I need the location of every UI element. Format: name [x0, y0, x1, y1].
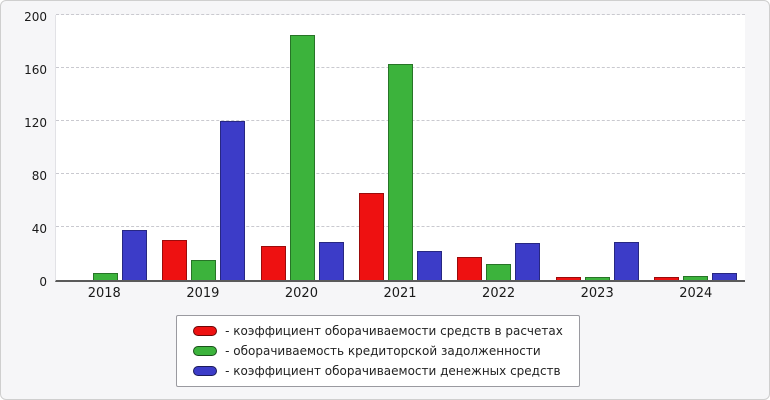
bar-2020-series-2	[318, 242, 344, 280]
legend-label: - коэффициент оборачиваемости средств в …	[225, 324, 563, 338]
bar-2024-series-2	[712, 273, 738, 280]
x-tick-label: 2023	[580, 286, 614, 301]
x-tick-label: 2018	[87, 286, 121, 301]
y-tick-label: 120	[24, 116, 47, 130]
legend-swatch-icon	[193, 346, 218, 356]
bar-2024-series-1	[683, 276, 709, 280]
bar-2021-series-2	[416, 251, 442, 280]
gridline	[56, 14, 745, 15]
y-tick-label: 0	[39, 275, 47, 289]
legend-label: - оборачиваемость кредиторской задолженн…	[225, 344, 541, 358]
bar-2018-series-2	[121, 230, 147, 280]
plot-wrap: 0 40 80 120 160 200	[11, 10, 745, 289]
bar-2019-series-0	[162, 240, 188, 280]
bar-2020-series-0	[260, 246, 286, 280]
bar-2023-series-1	[584, 277, 610, 280]
legend-swatch-icon	[193, 366, 218, 376]
bar-group-2020	[253, 15, 351, 280]
legend-swatch-icon	[193, 326, 218, 336]
x-tick-label: 2021	[383, 286, 417, 301]
bar-2023-series-2	[613, 242, 639, 280]
bar-2021-series-1	[387, 64, 413, 280]
y-tick-label: 160	[24, 63, 47, 77]
bar-group-2022	[450, 15, 548, 280]
bar-2020-series-1	[289, 35, 315, 280]
y-tick-label: 40	[31, 222, 47, 236]
legend-item-0: - коэффициент оборачиваемости средств в …	[193, 324, 563, 338]
y-axis-labels: 0 40 80 120 160 200	[11, 10, 55, 289]
legend-item-2: - коэффициент оборачиваемости денежных с…	[193, 364, 563, 378]
bar-2023-series-0	[555, 277, 581, 280]
bar-2019-series-1	[191, 260, 217, 280]
y-tick-label: 80	[31, 169, 47, 183]
bar-group-2023	[548, 15, 646, 280]
x-tick-label: 2024	[679, 286, 713, 301]
x-tick-label: 2019	[186, 286, 220, 301]
x-tick-label: 2022	[482, 286, 516, 301]
bar-group-2024	[647, 15, 745, 280]
legend-item-1: - оборачиваемость кредиторской задолженн…	[193, 344, 563, 358]
bar-2022-series-0	[457, 257, 483, 280]
legend: - коэффициент оборачиваемости средств в …	[176, 315, 580, 387]
y-tick-label: 200	[24, 10, 47, 24]
bar-2021-series-0	[358, 193, 384, 280]
bar-2022-series-1	[486, 264, 512, 280]
plot-area	[55, 14, 745, 282]
bar-2024-series-0	[654, 277, 680, 280]
bar-2022-series-2	[515, 243, 541, 280]
legend-label: - коэффициент оборачиваемости денежных с…	[225, 364, 561, 378]
bar-group-2021	[351, 15, 449, 280]
x-tick-label: 2020	[284, 286, 318, 301]
x-axis-labels: 2018 2019 2020 2021 2022 2023 2024	[55, 286, 745, 301]
bar-group-2018	[56, 15, 154, 280]
bar-chart: 0 40 80 120 160 200 2018 2019 2020 2021 2022 2023 2…	[11, 10, 745, 387]
bar-2019-series-2	[220, 121, 246, 280]
bar-group-2019	[154, 15, 252, 280]
bar-2018-series-1	[92, 273, 118, 280]
